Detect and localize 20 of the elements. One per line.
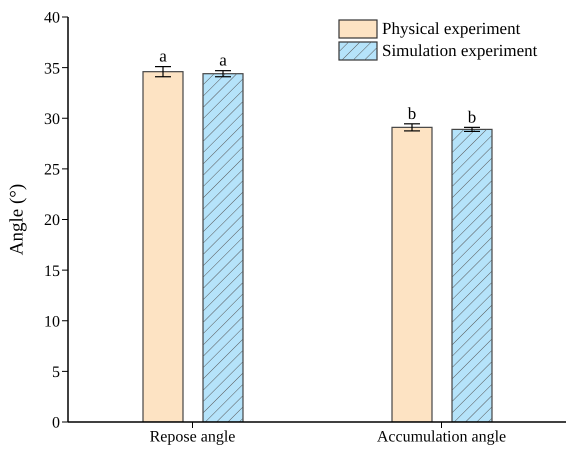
y-tick-label: 40 <box>44 10 60 27</box>
y-tick-label: 10 <box>44 313 60 330</box>
annotation: b <box>468 107 476 126</box>
y-tick-label: 15 <box>44 262 60 280</box>
x-tick-label: Repose angle <box>150 428 236 446</box>
annotation: a <box>159 46 168 66</box>
y-axis-title: Angle (°) <box>6 184 28 256</box>
legend-label: Simulation experiment <box>382 41 538 61</box>
y-tick-label: 5 <box>52 364 60 382</box>
x-tick-label: Accumulation angle <box>376 428 506 446</box>
y-tick-label: 30 <box>44 110 60 128</box>
annotation: a <box>219 50 228 70</box>
y-tick-label: 35 <box>44 60 60 78</box>
bar <box>391 126 433 422</box>
y-tick-label: 0 <box>52 414 60 432</box>
bar <box>142 71 184 422</box>
y-tick-label: 20 <box>44 212 60 230</box>
y-tick-label: 25 <box>44 162 60 179</box>
annotation: b <box>408 104 416 123</box>
legend-label: Physical experiment <box>382 19 520 39</box>
